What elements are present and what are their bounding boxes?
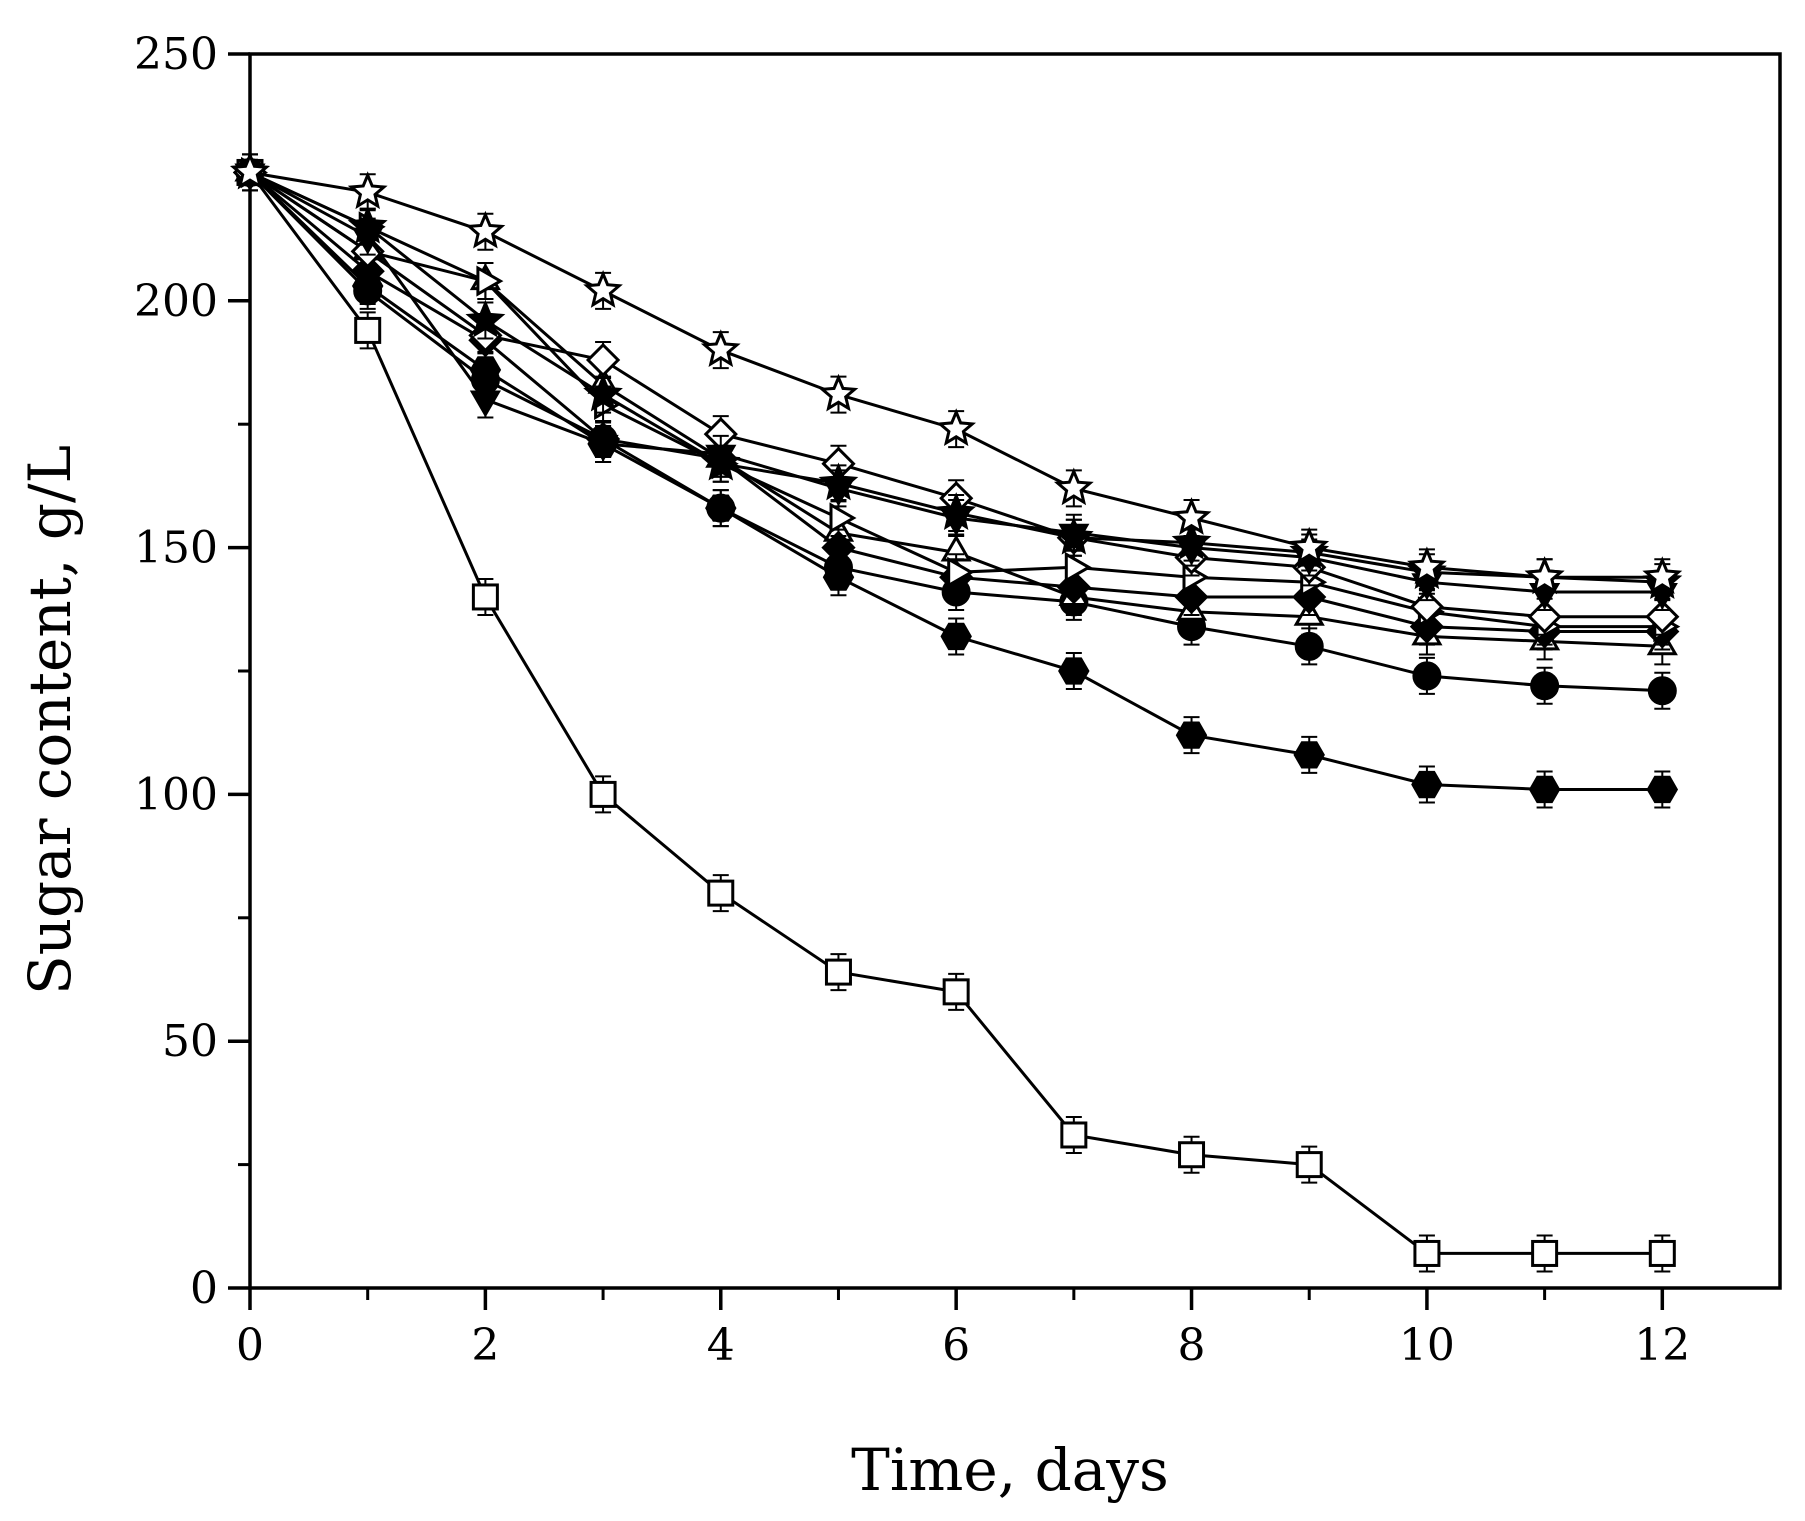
x-tick-label: 8 [1178, 1320, 1206, 1371]
x-tick-label: 10 [1399, 1320, 1455, 1371]
data-point-circle-filled [1530, 671, 1560, 701]
series-line-square-open [248, 171, 1663, 1255]
data-point-square-open [1060, 1121, 1088, 1149]
data-point-star-open [1524, 556, 1565, 595]
y-tick-label: 100 [134, 769, 218, 820]
data-point-square-open [1413, 1239, 1441, 1267]
data-point-diamond-filled [350, 254, 385, 289]
data-point-star-open [1053, 467, 1094, 506]
data-point-diamond-filled [821, 530, 856, 565]
data-point-tri-right-open [1064, 551, 1092, 583]
data-point-square-open [471, 583, 499, 611]
data-point-tri-down-filled [587, 434, 619, 462]
data-point-star-filled [1054, 516, 1094, 555]
x-tick-label: 0 [236, 1320, 264, 1371]
data-point-star-open [1171, 497, 1212, 535]
data-point-star-filled [465, 299, 506, 338]
data-point-diamond-open [585, 342, 621, 378]
y-tick-label: 200 [134, 276, 218, 327]
data-point-tri-right-open [476, 265, 504, 297]
data-point-star-filled [936, 492, 977, 530]
data-point-circle-filled [706, 493, 736, 523]
data-point-star-open [583, 269, 623, 308]
data-point-hexagon-filled [1528, 775, 1561, 804]
x-tick-label: 12 [1634, 1320, 1690, 1371]
data-point-square-open [589, 780, 617, 808]
data-point-hexagon-filled [1175, 721, 1208, 749]
data-point-square-open [942, 978, 970, 1006]
data-point-circle-filled [1412, 661, 1442, 691]
y-tick-label: 250 [134, 29, 218, 80]
data-point-star-filled [818, 462, 859, 501]
data-point-hexagon-filled [1646, 775, 1679, 804]
data-point-square-open [1531, 1239, 1559, 1267]
series-layer [230, 151, 1683, 1273]
data-point-square-open [354, 316, 382, 344]
data-point-star-open [1642, 556, 1683, 595]
data-point-tri-down-filled [469, 390, 501, 418]
data-point-star-filled [347, 205, 388, 244]
data-point-star-filled [700, 442, 741, 481]
series-star-open [230, 151, 1683, 597]
data-point-hexagon-filled [1411, 770, 1443, 799]
data-point-star-open [700, 329, 741, 368]
x-axis-title: Time, days [851, 1436, 1169, 1504]
data-point-star-open [1289, 526, 1330, 565]
data-point-square-open [707, 879, 735, 907]
x-tick-label: 2 [471, 1320, 499, 1371]
data-point-circle-filled [1647, 676, 1677, 706]
data-point-circle-filled [1294, 631, 1324, 661]
data-point-star-open [347, 171, 388, 210]
data-point-tri-right-open [947, 556, 975, 588]
x-tick-label: 6 [942, 1320, 970, 1371]
data-point-square-open [824, 958, 852, 986]
data-point-hexagon-filled [940, 622, 972, 651]
data-point-hexagon-filled [1293, 741, 1325, 769]
data-point-star-open [818, 373, 859, 412]
data-point-square-open [1178, 1141, 1206, 1169]
data-point-hexagon-filled [1058, 657, 1090, 685]
y-axis-title: Sugar content, g/L [16, 445, 84, 995]
data-point-square-open [1648, 1239, 1676, 1267]
data-point-star-open [230, 151, 270, 190]
series-square-open [236, 153, 1676, 1273]
data-point-star-filled [583, 373, 623, 412]
data-point-square-open [1295, 1151, 1323, 1179]
data-point-star-open [1407, 546, 1447, 585]
data-point-star-open [465, 210, 506, 249]
x-tick-label: 4 [707, 1320, 735, 1371]
y-tick-label: 150 [134, 523, 218, 574]
data-point-star-filled [1171, 521, 1212, 560]
data-point-star-open [936, 408, 976, 447]
axes: 0 50 100 150 200 250 0 2 4 6 8 10 12 [134, 29, 1782, 1371]
y-tick-label: 0 [190, 1263, 218, 1314]
data-point-tri-right-open [829, 502, 857, 534]
y-tick-label: 50 [162, 1016, 218, 1067]
